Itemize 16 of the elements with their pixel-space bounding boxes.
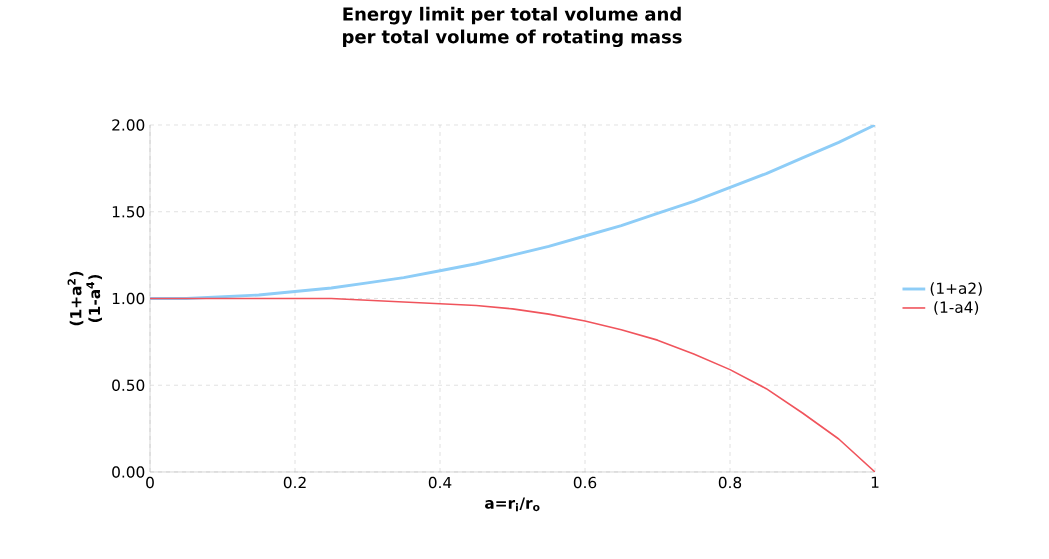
chart-title: Energy limit per total volume and per total volume of rotating mass: [343, 6, 682, 48]
x-axis-title: a=r$_{i}$/r$_{o}$: [485, 497, 540, 512]
x-tick-label: 0.8: [718, 476, 742, 489]
y-tick-label: 0.50: [112, 379, 145, 392]
x-tick-label: 0.6: [573, 476, 597, 489]
y-tick-label: 1.50: [112, 205, 145, 218]
x-tick-label: 0.4: [428, 476, 452, 489]
legend-label: (1+a2): [930, 282, 982, 296]
x-tick-label: 1: [871, 476, 879, 488]
y-tick-label: 1.00: [112, 292, 145, 305]
legend-label: (1-a4): [934, 301, 979, 315]
x-tick-label: 0.2: [283, 476, 306, 489]
x-tick-label: 0: [146, 476, 154, 489]
y-axis-title: (1+a$^{2}$) (1-a$^{4}$): [67, 271, 103, 326]
y-tick-label: 0.00: [112, 466, 145, 478]
y-tick-label: 2.00: [112, 119, 145, 131]
